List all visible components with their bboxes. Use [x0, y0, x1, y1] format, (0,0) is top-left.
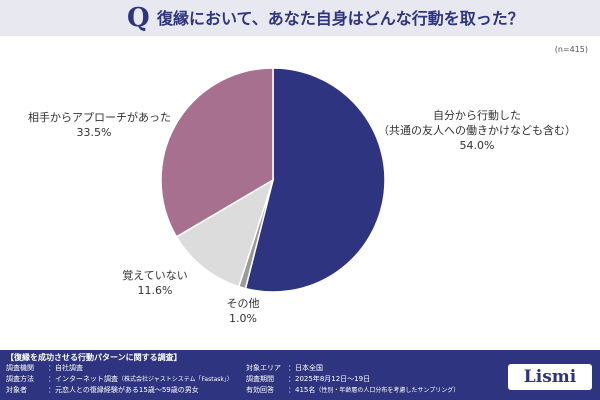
pie-chart: [160, 67, 386, 293]
survey-org-key: 調査機関: [6, 364, 34, 372]
slice-label-other-line1: その他: [226, 297, 260, 310]
pie-slice-partner: [160, 67, 274, 238]
survey-org-value: ：自社調査: [48, 364, 83, 372]
slice-label-forgot-line1: 覚えていない: [122, 269, 188, 282]
slice-label-self-line2: （共通の友人への働きかけなども含む）: [378, 124, 576, 137]
survey-period-value: ：2025年8月12日〜19日: [288, 375, 371, 383]
survey-area-key: 対象エリア: [246, 364, 281, 372]
survey-period-key: 調査期間: [246, 375, 274, 383]
survey-valid-value: ：415名: [288, 386, 316, 394]
slice-value-partner: 33.5%: [76, 126, 112, 139]
lismi-logo: Lismi: [508, 364, 592, 390]
slice-label-self-line1: 自分から行動した: [433, 109, 521, 122]
survey-method-key: 調査方法: [6, 375, 34, 383]
pie-slice-self: [244, 67, 386, 293]
slice-label-forgot: 覚えていない 11.6%: [110, 268, 200, 298]
survey-target-key: 対象者: [6, 386, 27, 394]
survey-valid-key: 有効回答: [246, 386, 274, 394]
survey-method-value: ：インターネット調査: [48, 375, 118, 383]
survey-target-value: ：元恋人との復縁経験がある15歳〜59歳の男女: [48, 386, 199, 394]
survey-title: 【復縁を成功させる行動パターンに関する調査】: [6, 353, 182, 362]
survey-target-row: 対象者 ：元恋人との復縁経験がある15歳〜59歳の男女: [6, 386, 199, 395]
slice-value-forgot: 11.6%: [137, 284, 173, 297]
survey-period-row: 調査期間 ：2025年8月12日〜19日: [246, 375, 370, 384]
survey-method-note: （株式会社ジャストシステム「Fastask」）: [118, 376, 233, 383]
slice-label-other: その他 1.0%: [213, 296, 273, 326]
slice-label-partner: 相手からアプローチがあった 33.5%: [28, 110, 171, 140]
survey-valid-row: 有効回答 ：415名（性別・年齢層の人口分布を考慮したサンプリング）: [246, 386, 459, 395]
survey-area-value: ：日本全国: [288, 364, 323, 372]
slice-value-self: 54.0%: [459, 139, 495, 152]
sample-size-label: (n=415): [554, 45, 588, 54]
slice-value-other: 1.0%: [229, 312, 257, 325]
survey-area-row: 対象エリア ：日本全国: [246, 364, 323, 373]
survey-footer: 【復縁を成功させる行動パターンに関する調査】 調査機関 ：自社調査 調査方法 ：イン…: [0, 350, 600, 400]
slice-label-partner-line1: 相手からアプローチがあった: [28, 111, 171, 124]
survey-method-row: 調査方法 ：インターネット調査（株式会社ジャストシステム「Fastask」）: [6, 375, 233, 384]
survey-org-row: 調査機関 ：自社調査: [6, 364, 83, 373]
title-banner: Q 復縁において、あなた自身はどんな行動を取った？: [0, 0, 600, 36]
pie-slice-forgot: [175, 178, 275, 288]
slice-label-self: 自分から行動した （共通の友人への働きかけなども含む） 54.0%: [378, 108, 576, 153]
q-mark-icon: Q: [127, 3, 150, 33]
page-title: 復縁において、あなた自身はどんな行動を取った？: [157, 9, 524, 28]
survey-valid-note: （性別・年齢層の人口分布を考慮したサンプリング）: [315, 387, 460, 394]
